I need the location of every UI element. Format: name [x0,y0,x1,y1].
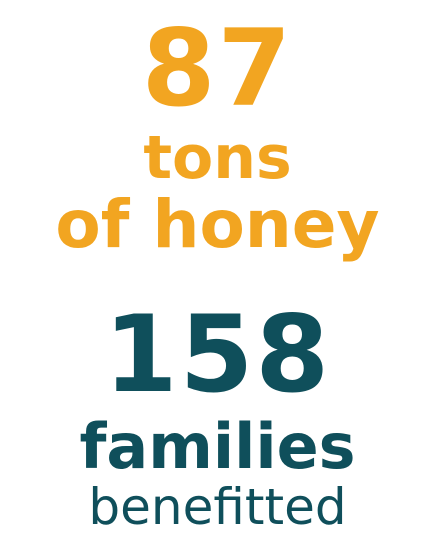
honey-unit-label: tons [143,123,292,193]
honey-tons-number: 87 [141,7,294,130]
families-description: benefitted [88,478,347,536]
honey-description: of honey [55,186,380,263]
families-label: families [79,410,356,483]
families-number: 158 [103,293,332,416]
